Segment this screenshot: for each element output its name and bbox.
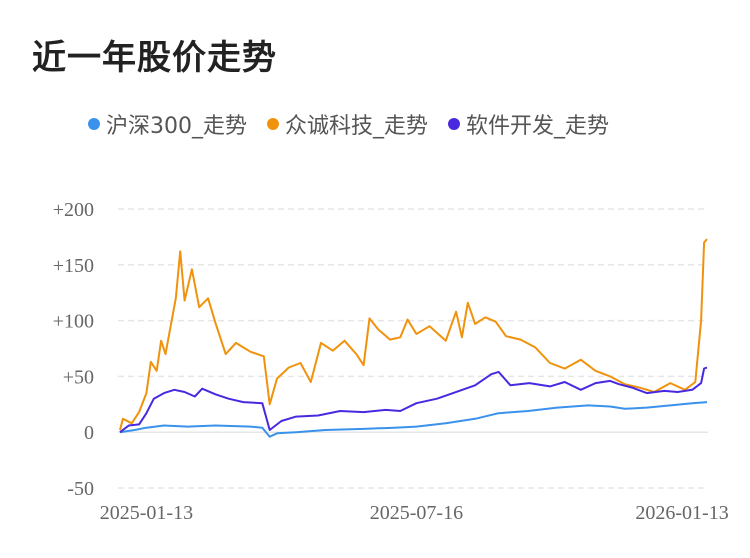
grid-lines	[118, 208, 708, 489]
legend-marker-software	[448, 118, 461, 130]
legend-item-hs300[interactable]: 沪深300_走势	[88, 108, 247, 140]
chart-title: 近一年股价走势	[32, 38, 277, 78]
legend: 沪深300_走势 众诚科技_走势 软件开发_走势	[88, 108, 609, 140]
legend-item-software[interactable]: 软件开发_走势	[448, 108, 609, 140]
y-tick-label: +100	[53, 311, 94, 333]
legend-label-hs300: 沪深300_走势	[106, 114, 247, 139]
series-line-0	[119, 401, 708, 438]
y-tick-label: -50	[67, 478, 94, 500]
legend-label-software: 软件开发_走势	[466, 114, 610, 139]
series-line-2	[119, 366, 708, 433]
legend-marker-zhongcheng	[267, 118, 279, 130]
y-tick-label: +150	[53, 255, 94, 277]
y-axis-ticks: +200 +150 +100 +50 0 -50	[53, 199, 94, 500]
x-tick-label: 2025-01-13	[100, 502, 193, 524]
legend-label-zhongcheng: 众诚科技_走势	[285, 114, 429, 139]
y-tick-label: +200	[53, 199, 94, 221]
x-tick-label: 2026-01-13	[635, 502, 728, 524]
series-line-1	[119, 238, 708, 431]
y-tick-label: 0	[84, 422, 94, 444]
legend-item-zhongcheng[interactable]: 众诚科技_走势	[267, 108, 428, 140]
y-tick-label: +50	[63, 366, 94, 388]
x-tick-label: 2025-07-16	[370, 502, 463, 524]
x-axis-ticks: 2025-01-13 2025-07-16 2026-01-13	[100, 502, 729, 524]
legend-marker-hs300	[88, 118, 100, 130]
series-lines	[119, 238, 708, 438]
